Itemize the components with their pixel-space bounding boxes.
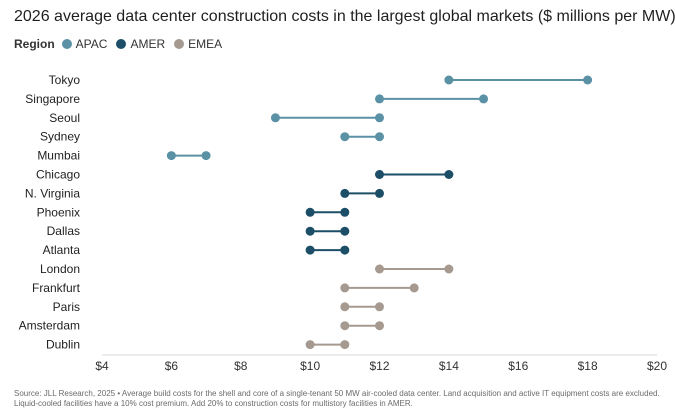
legend-label-amer: AMER [130, 37, 166, 51]
high-point [375, 132, 384, 142]
source-note-line-2: Liquid-cooled facilities have a 10% cost… [14, 399, 413, 408]
row-label: Sydney [40, 130, 80, 144]
dumbbell-chart: $4 $6 $8 $10 $12 $14 $16 $18 $20 Tokyo Singapore Se… [19, 73, 668, 373]
high-point [375, 113, 384, 123]
row-label: Tokyo [49, 73, 81, 87]
high-point [479, 94, 489, 104]
x-tick-label: $14 [439, 359, 459, 373]
row-label: Atlanta [43, 243, 81, 257]
low-point [340, 302, 350, 312]
row-label: Dublin [46, 338, 80, 352]
high-point [340, 226, 350, 236]
legend: Region APAC AMER EMEA [14, 37, 231, 51]
low-point [270, 113, 280, 123]
legend-item-amer: AMER [116, 37, 165, 51]
legend-label-emea: EMEA [188, 37, 223, 51]
x-tick-label: $20 [647, 359, 667, 373]
row-label: Seoul [49, 111, 80, 125]
high-point [375, 302, 384, 312]
low-point [166, 151, 176, 161]
source-note-line-1: Source: JLL Research, 2025 • Average bui… [14, 389, 660, 398]
row-label: Mumbai [37, 149, 80, 163]
source-note: Source: JLL Research, 2025 • Average bui… [14, 389, 664, 409]
high-point [201, 151, 211, 161]
row-label: Amsterdam [19, 319, 80, 333]
legend-swatch-emea [174, 39, 185, 49]
row-label: N. Virginia [25, 186, 80, 200]
high-point [375, 188, 384, 198]
row-label: London [40, 262, 80, 276]
legend-item-emea: EMEA [174, 37, 222, 51]
low-point [305, 226, 315, 236]
legend-swatch-apac [61, 39, 72, 49]
high-point [375, 321, 384, 331]
high-point [444, 264, 454, 274]
low-point [340, 132, 350, 142]
row-label: Singapore [25, 92, 80, 106]
row-label: Chicago [36, 168, 80, 182]
row-label: Phoenix [37, 205, 80, 219]
high-point [340, 340, 350, 350]
low-point [305, 340, 315, 350]
high-point [409, 283, 419, 293]
low-point [305, 207, 315, 217]
legend-swatch-amer [116, 39, 127, 49]
low-point [444, 75, 454, 85]
row-label: Dallas [47, 224, 80, 238]
row-label: Paris [53, 300, 80, 314]
x-tick-label: $8 [234, 359, 248, 373]
high-point [444, 170, 454, 179]
chart-title: 2026 average data center construction co… [14, 8, 675, 25]
low-point [340, 188, 350, 198]
row-label: Frankfurt [32, 281, 81, 295]
low-point [340, 321, 350, 331]
legend-title: Region [14, 37, 55, 51]
x-tick-label: $6 [165, 359, 179, 373]
low-point [375, 264, 384, 274]
high-point [340, 207, 350, 217]
high-point [340, 245, 350, 255]
high-point [583, 75, 593, 85]
legend-label-apac: APAC [75, 37, 108, 51]
x-tick-label: $18 [578, 359, 598, 373]
low-point [340, 283, 350, 293]
legend-item-apac: APAC [61, 37, 108, 51]
x-tick-label: $12 [369, 359, 389, 373]
low-point [305, 245, 315, 255]
x-tick-label: $4 [95, 359, 109, 373]
low-point [375, 170, 384, 179]
x-tick-label: $10 [300, 359, 320, 373]
low-point [375, 94, 384, 104]
x-tick-label: $16 [508, 359, 528, 373]
